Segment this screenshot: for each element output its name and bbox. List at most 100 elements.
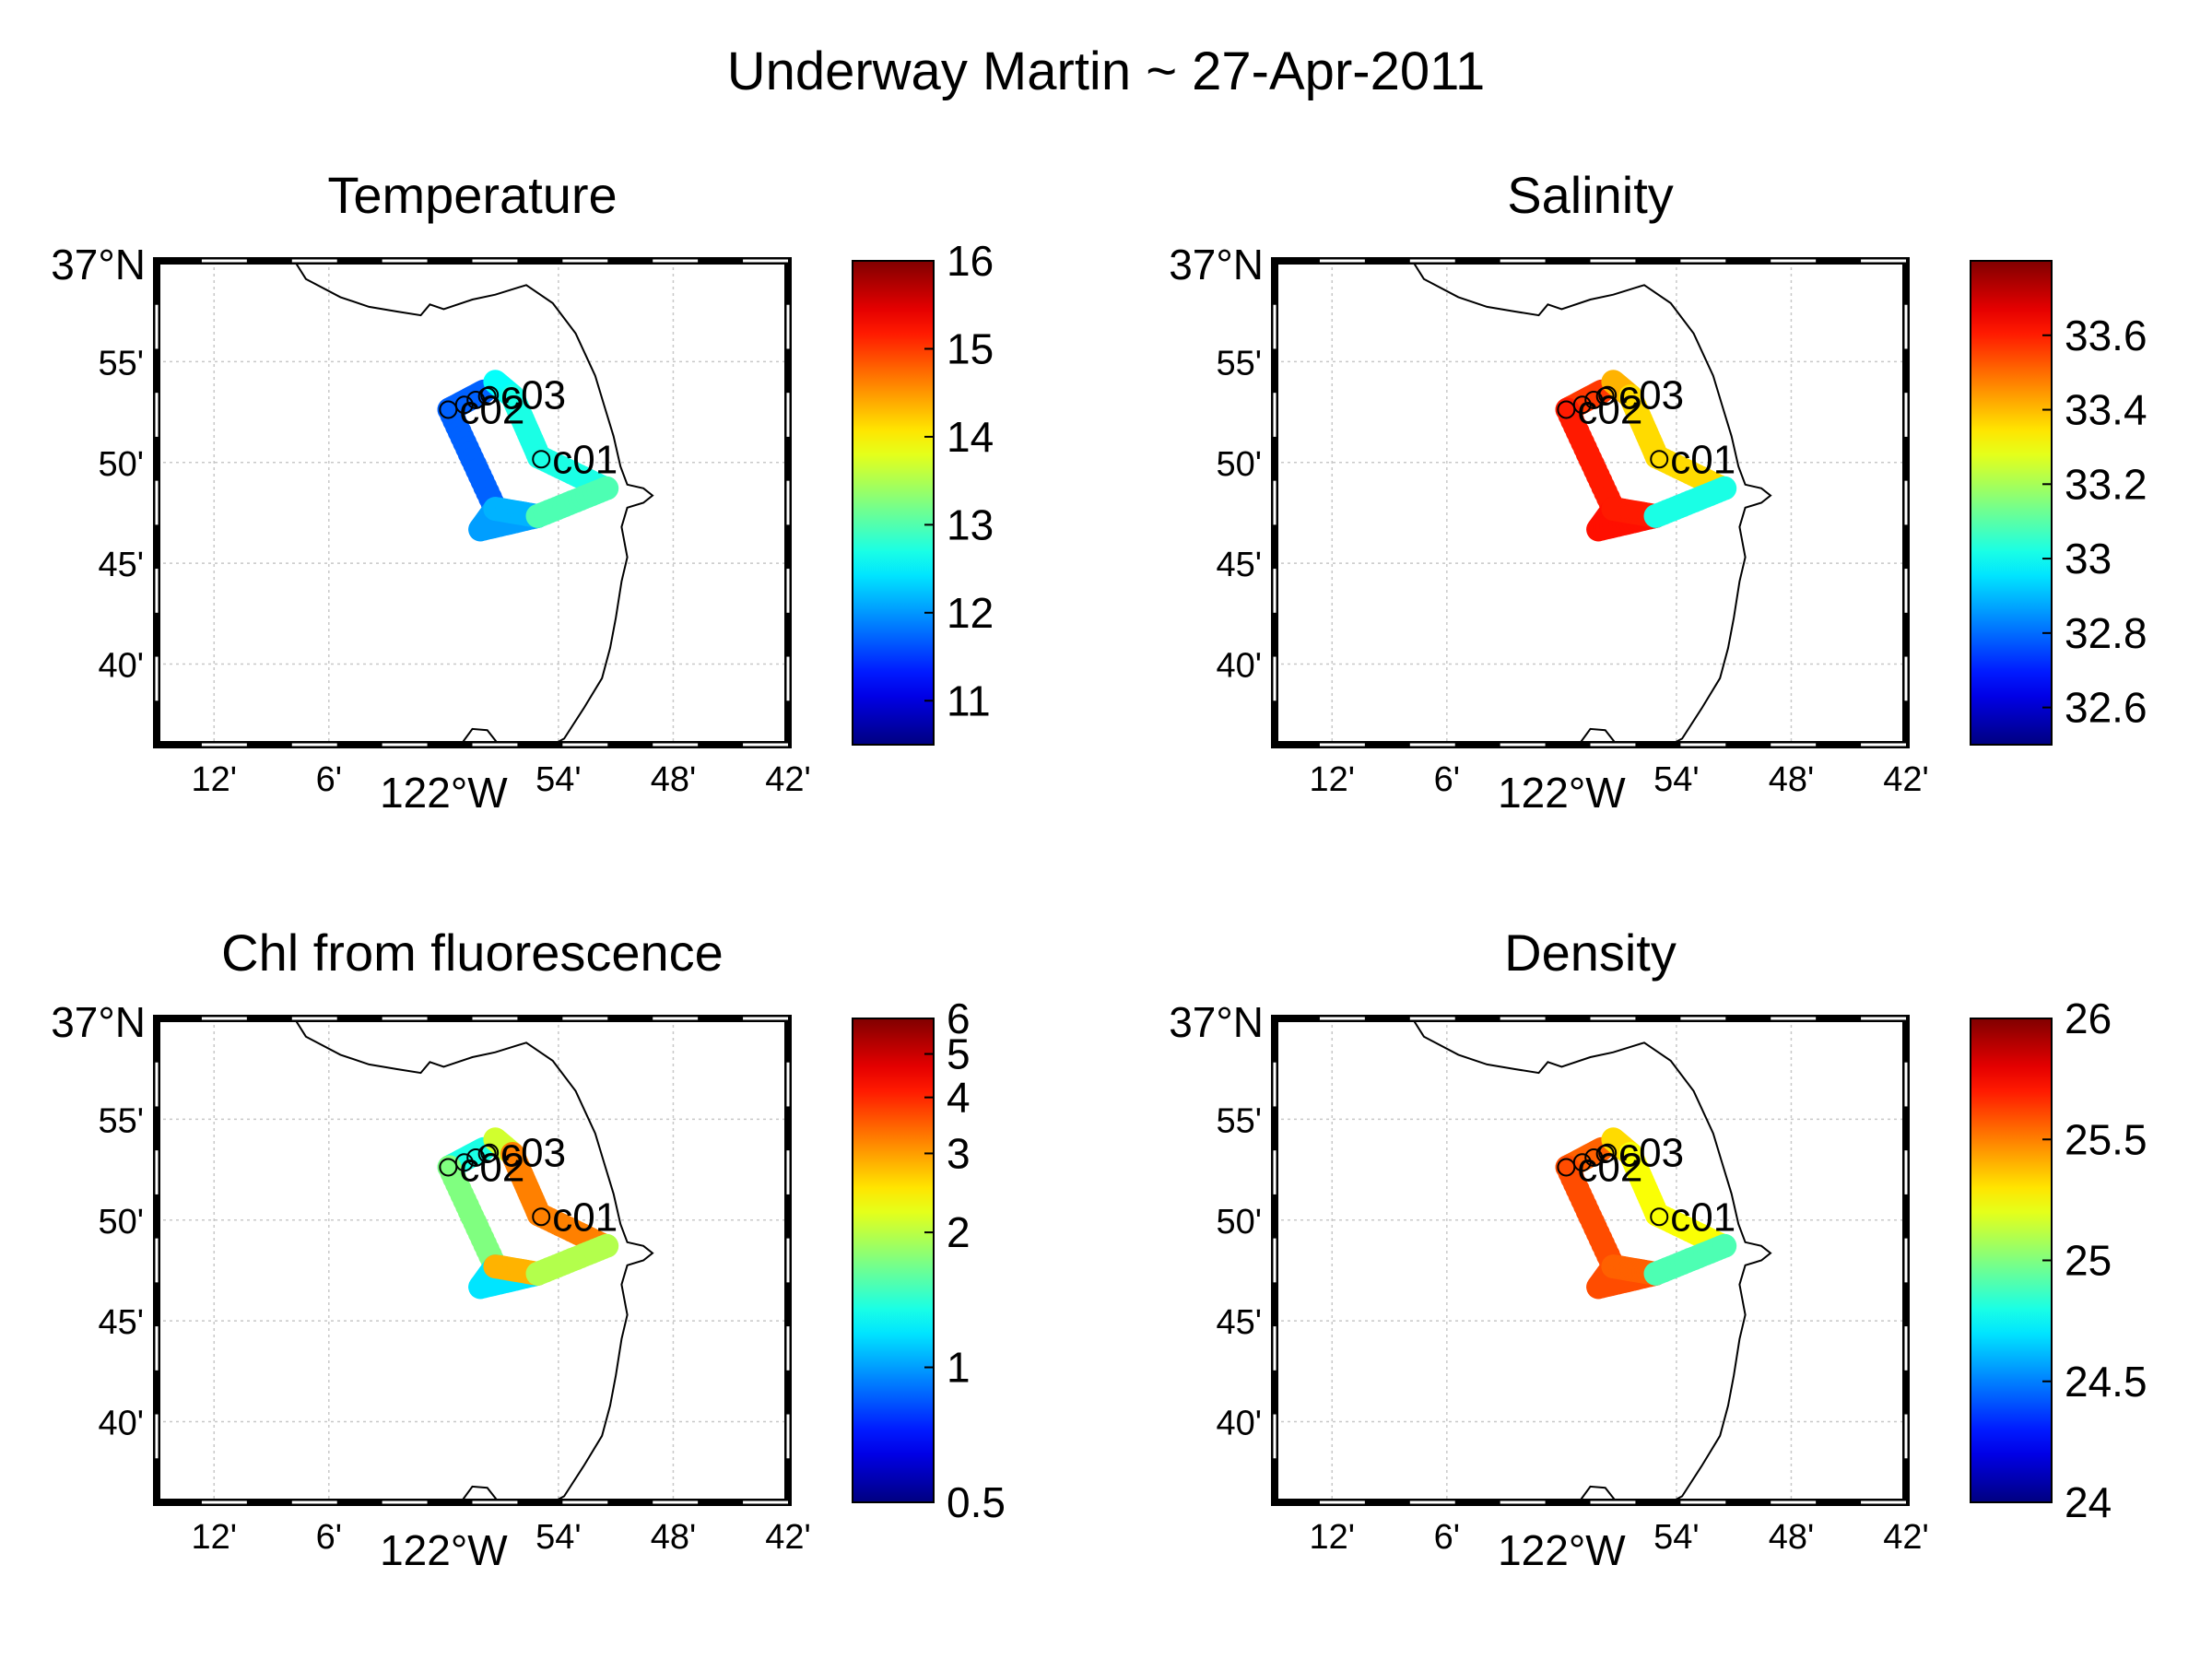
lat-label: 37°N — [51, 241, 146, 288]
station-marker — [466, 390, 486, 409]
colorbar-tick-label: 25 — [2065, 1237, 2112, 1285]
lon-label: 122°W — [1498, 769, 1626, 817]
station-marker — [1595, 387, 1615, 406]
lon-tick-label: 6' — [316, 760, 342, 799]
station-label-c03: c03 — [500, 373, 566, 418]
panel-title: Density — [1504, 924, 1677, 982]
colorbar-tick-label: 24 — [2065, 1478, 2112, 1526]
colorbar-tick-label: 12 — [947, 589, 994, 637]
map-background — [157, 261, 788, 745]
station-marker — [477, 387, 497, 406]
track-point — [1712, 1233, 1737, 1258]
lon-tick-label: 42' — [1883, 760, 1929, 799]
colorbar-tick-label: 4 — [947, 1074, 971, 1122]
station-label-c01: c01 — [552, 437, 618, 482]
coastline-south — [1578, 727, 1618, 746]
lat-tick-label: 40' — [98, 1405, 144, 1443]
coastline-south — [460, 1485, 500, 1503]
lat-tick-label: 45' — [98, 546, 144, 584]
coastline — [1411, 260, 1772, 746]
lat-tick-label: 55' — [1216, 344, 1262, 382]
lat-label: 37°N — [1169, 998, 1264, 1046]
colorbar — [1970, 260, 2053, 746]
lat-tick-label: 50' — [1216, 445, 1262, 484]
station-marker — [1595, 1145, 1615, 1163]
lat-tick-label: 55' — [1216, 1101, 1262, 1140]
colorbar — [1970, 1018, 2053, 1503]
station-marker — [1584, 390, 1604, 409]
colorbar-tick-label: 33.6 — [2065, 312, 2147, 359]
figure-title: Underway Martin ~ 27-Apr-2011 — [726, 41, 1486, 101]
lat-tick-label: 40' — [98, 647, 144, 686]
lon-tick-label: 54' — [1653, 760, 1700, 799]
colorbar-tick-label: 6 — [947, 994, 971, 1042]
lat-tick-label: 45' — [1216, 546, 1262, 584]
map-background — [1275, 1018, 1906, 1502]
station-marker-c01 — [1650, 1207, 1669, 1227]
station-marker-c01 — [1650, 450, 1669, 469]
lon-tick-label: 48' — [651, 760, 697, 799]
station-marker — [1584, 1147, 1604, 1167]
station-marker — [454, 395, 474, 415]
lat-tick-label: 45' — [1216, 1303, 1262, 1342]
station-label-c01: c01 — [1670, 437, 1735, 482]
colorbar-tick-label: 25.5 — [2065, 1115, 2147, 1163]
lat-tick-label: 45' — [98, 1303, 144, 1342]
colorbar-tick-label: 26 — [2065, 994, 2112, 1042]
colorbar-tick-label: 32.8 — [2065, 609, 2147, 657]
colorbar-tick-label: 33.2 — [2065, 460, 2147, 508]
lat-tick-label: 40' — [1216, 1405, 1262, 1443]
colorbar-tick-label: 11 — [947, 677, 991, 724]
colorbar-tick-label: 0.5 — [947, 1478, 1006, 1526]
colorbar-tick-label: 2 — [947, 1208, 971, 1256]
colorbar-tick-label: 5 — [947, 1030, 971, 1078]
coastline — [293, 1018, 654, 1503]
track-point — [594, 1233, 619, 1258]
colorbar-tick-label: 3 — [947, 1129, 971, 1177]
track-point — [1712, 476, 1737, 500]
map-panel-3: Chl from fluorescencec01c02c0337°N55'50'… — [51, 924, 1006, 1574]
lon-tick-label: 42' — [765, 760, 811, 799]
panel-title: Salinity — [1507, 166, 1674, 224]
station-label-c01: c01 — [1670, 1194, 1735, 1240]
station-marker-c01 — [532, 450, 551, 469]
station-label-c03: c03 — [1618, 1131, 1684, 1176]
lon-tick-label: 42' — [1883, 1518, 1929, 1557]
lat-tick-label: 55' — [98, 1101, 144, 1140]
colorbar-tick-label: 33 — [2065, 535, 2112, 582]
colorbar — [852, 1018, 935, 1503]
lon-tick-label: 12' — [1310, 1518, 1356, 1557]
lon-tick-label: 54' — [1653, 1518, 1700, 1557]
station-marker — [477, 1145, 497, 1163]
lon-label: 122°W — [380, 1526, 508, 1574]
lon-tick-label: 54' — [535, 760, 582, 799]
station-marker — [454, 1153, 474, 1172]
lon-tick-label: 48' — [651, 1518, 697, 1557]
colorbar-tick-label: 1 — [947, 1344, 971, 1392]
map-background — [1275, 261, 1906, 745]
panel-title: Chl from fluorescence — [221, 924, 724, 982]
colorbar-tick-label: 16 — [947, 237, 994, 285]
lat-tick-label: 50' — [1216, 1203, 1262, 1241]
coastline — [293, 260, 654, 746]
lon-tick-label: 12' — [1310, 760, 1356, 799]
coastline-south — [460, 727, 500, 746]
lon-tick-label: 12' — [192, 1518, 238, 1557]
station-label-c03: c03 — [1618, 373, 1684, 418]
lat-tick-label: 40' — [1216, 647, 1262, 686]
lon-tick-label: 6' — [1434, 760, 1460, 799]
lon-tick-label: 6' — [1434, 1518, 1460, 1557]
lon-tick-label: 48' — [1769, 760, 1815, 799]
lon-tick-label: 48' — [1769, 1518, 1815, 1557]
station-marker-c01 — [532, 1207, 551, 1227]
station-marker — [1572, 395, 1592, 415]
lon-label: 122°W — [380, 769, 508, 817]
colorbar-tick-label: 13 — [947, 500, 994, 548]
map-background — [157, 1018, 788, 1502]
station-label-c01: c01 — [552, 1194, 618, 1240]
lon-tick-label: 12' — [192, 760, 238, 799]
lat-tick-label: 55' — [98, 344, 144, 382]
lat-tick-label: 50' — [98, 445, 144, 484]
